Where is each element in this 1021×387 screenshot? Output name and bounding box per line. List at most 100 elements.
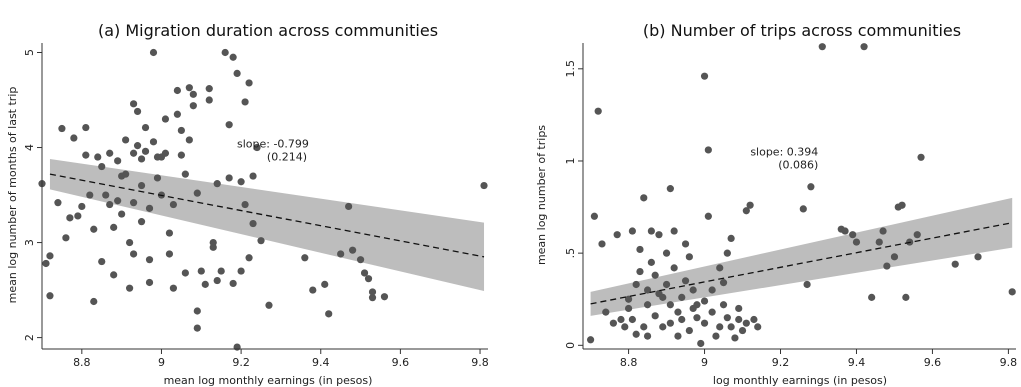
data-point	[723, 314, 731, 322]
data-point	[78, 202, 86, 211]
data-point	[349, 246, 357, 254]
data-point	[233, 69, 241, 78]
x-tick-label: 8.8	[620, 356, 638, 369]
x-tick-label: 9.6	[392, 356, 410, 369]
data-point	[746, 201, 754, 209]
data-point	[122, 170, 130, 178]
data-point	[480, 181, 488, 190]
slope-annotation: slope: 0.394	[750, 145, 818, 158]
y-tick-label: 1	[564, 157, 577, 164]
slope-se-annotation: (0.214)	[267, 151, 307, 164]
data-point	[727, 323, 735, 331]
data-point	[628, 315, 636, 324]
data-point	[1008, 288, 1016, 296]
data-point	[106, 149, 114, 157]
data-point	[58, 124, 66, 133]
data-point	[185, 136, 193, 144]
data-point	[666, 185, 674, 193]
data-point	[681, 240, 690, 248]
data-point	[731, 334, 739, 342]
data-point	[890, 253, 899, 261]
data-point	[149, 138, 158, 146]
data-point	[126, 238, 134, 247]
data-point	[129, 149, 138, 157]
data-point	[852, 238, 861, 246]
data-point	[141, 147, 150, 155]
data-point	[177, 151, 185, 159]
data-point	[712, 332, 720, 340]
data-point	[110, 271, 118, 279]
data-point	[723, 249, 731, 257]
data-point	[700, 72, 709, 80]
data-point	[201, 280, 209, 288]
x-tick-label: 9	[701, 356, 708, 369]
y-axis-label: mean log number of trips	[535, 125, 548, 265]
data-point	[594, 107, 602, 115]
data-point	[225, 121, 233, 129]
data-point	[122, 136, 130, 144]
fit-line	[49, 173, 485, 258]
data-point	[602, 308, 610, 316]
data-point	[114, 157, 122, 165]
data-point	[708, 308, 716, 316]
data-point	[681, 277, 690, 285]
data-point	[704, 212, 712, 220]
data-point	[883, 262, 891, 270]
data-point	[133, 107, 142, 116]
data-point	[651, 271, 659, 279]
data-point	[90, 225, 98, 233]
data-point	[803, 280, 811, 289]
data-point	[735, 315, 743, 324]
data-point	[364, 275, 373, 283]
data-point	[325, 310, 333, 318]
data-point	[46, 292, 54, 300]
data-point	[643, 301, 652, 309]
data-point	[221, 48, 229, 57]
data-point	[678, 293, 686, 301]
data-point	[735, 304, 743, 313]
data-point	[586, 336, 595, 344]
data-point	[613, 231, 621, 239]
data-point	[209, 238, 217, 247]
data-point	[974, 253, 982, 261]
data-point	[193, 189, 201, 197]
data-point	[841, 227, 849, 235]
data-point	[719, 301, 728, 309]
data-point	[249, 219, 257, 228]
data-point	[82, 123, 90, 132]
data-point	[647, 227, 655, 235]
data-point	[689, 286, 697, 294]
data-point	[666, 319, 674, 327]
chart-title: (a) Migration duration across communitie…	[98, 21, 438, 40]
data-point	[54, 199, 62, 207]
data-point	[205, 96, 213, 104]
data-point	[636, 267, 644, 276]
data-point	[868, 293, 876, 301]
data-point	[237, 267, 245, 275]
data-point	[368, 294, 377, 302]
data-point	[173, 110, 181, 118]
data-point	[86, 191, 94, 199]
y-tick-label: .5	[564, 248, 577, 259]
data-point	[245, 254, 253, 262]
x-tick-label: 9.2	[232, 356, 250, 369]
data-point	[879, 227, 887, 235]
data-point	[98, 257, 106, 266]
data-point	[647, 258, 655, 266]
x-tick-label: 9.4	[848, 356, 866, 369]
data-point	[129, 199, 138, 207]
data-point	[640, 323, 648, 331]
data-point	[849, 231, 857, 239]
data-point	[719, 279, 728, 287]
data-point	[94, 153, 102, 161]
data-point	[193, 307, 201, 315]
data-point	[321, 280, 329, 288]
data-point	[598, 240, 606, 248]
x-tick-label: 9.8	[1000, 356, 1018, 369]
data-point	[42, 259, 50, 268]
data-point	[197, 267, 205, 275]
x-tick-label: 9.4	[312, 356, 330, 369]
data-point	[189, 102, 197, 110]
data-point	[643, 286, 652, 294]
data-point	[137, 218, 146, 226]
